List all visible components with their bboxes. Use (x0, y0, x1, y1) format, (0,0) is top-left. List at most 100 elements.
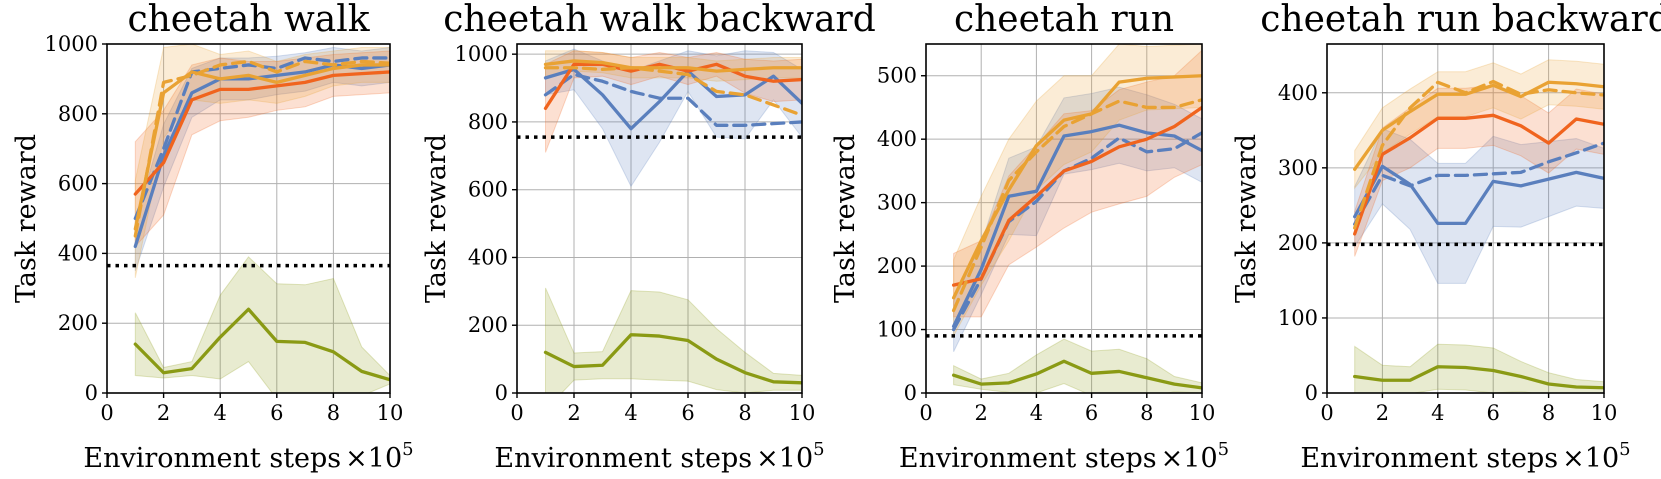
chart-title: cheetah walk backward (443, 0, 876, 40)
series-gold-solid (1353, 80, 1604, 171)
y-tick-label: 800 (58, 102, 98, 126)
band-gold-solid (1354, 59, 1604, 190)
series-olive-solid (1353, 365, 1604, 390)
y-tick-label: 800 (468, 110, 508, 134)
x-tick-label: 4 (214, 401, 227, 425)
x-axis-label: Environment steps ×105 (1300, 439, 1630, 474)
y-tick-label: 300 (1278, 156, 1318, 180)
series-olive-solid (951, 359, 1202, 390)
series-gold-solid (133, 63, 390, 231)
y-tick-label: 600 (468, 178, 508, 202)
x-axis-label-text: Environment steps (83, 443, 341, 474)
x-tick-label: 6 (270, 401, 283, 425)
axes-frame (516, 43, 803, 394)
x-tick-label: 8 (1140, 401, 1153, 425)
y-tick-label: 600 (58, 172, 98, 196)
axes-frame (106, 43, 391, 394)
x-tick-label: 4 (1030, 401, 1043, 425)
y-tick-label: 1000 (455, 42, 508, 66)
y-axis-label: Task reward (830, 134, 861, 303)
y-tick-label: 0 (1305, 381, 1318, 405)
x-tick-label: 0 (510, 401, 523, 425)
x-tick-label: 2 (975, 401, 988, 425)
band-olive-solid (1354, 343, 1604, 393)
chart-title: cheetah run backward (1260, 0, 1661, 40)
x-tick-label: 2 (567, 401, 580, 425)
x-tick-label: 4 (624, 401, 637, 425)
series-blue-dashed (1353, 141, 1604, 226)
y-tick-label: 0 (904, 381, 917, 405)
band-blue-solid (953, 86, 1202, 352)
y-axis-label: Task reward (1231, 134, 1262, 303)
y-tick-label: 0 (495, 381, 508, 405)
y-axis-label: Task reward (11, 134, 42, 303)
x-tick-label: 10 (1189, 401, 1216, 425)
band-gold-solid (953, 44, 1202, 337)
y-tick-label: 400 (877, 127, 917, 151)
axes-frame (925, 43, 1203, 394)
series-blue-solid (1353, 164, 1604, 226)
series-gold-dashed (133, 59, 390, 238)
y-tick-label: 100 (1278, 306, 1318, 330)
x-axis-label-exponent: 5 (402, 439, 413, 460)
y-tick-label: 1000 (45, 32, 98, 56)
x-axis-label-text: Environment steps (899, 443, 1157, 474)
x-tick-label: 0 (919, 401, 932, 425)
chart-title: cheetah run (954, 0, 1174, 40)
x-axis-label-multiplier: ×10 (345, 443, 402, 474)
series-gold-solid (543, 59, 802, 73)
series-blue-dashed (543, 72, 802, 127)
x-axis-label-exponent: 5 (1619, 439, 1630, 460)
band-orange-solid (134, 50, 390, 248)
y-tick-label: 200 (468, 313, 508, 337)
band-olive-solid (545, 287, 802, 393)
band-blue-solid (1354, 128, 1604, 284)
x-tick-label: 2 (157, 401, 170, 425)
plot-area (1327, 59, 1604, 393)
series-blue-solid (543, 67, 802, 131)
x-axis-label-text: Environment steps (1300, 443, 1558, 474)
band-orange-solid (1354, 84, 1604, 257)
series-olive-solid (543, 333, 802, 385)
x-axis-label: Environment steps ×105 (899, 439, 1229, 474)
y-tick-label: 100 (877, 318, 917, 342)
x-axis-label-exponent: 5 (813, 439, 824, 460)
y-tick-label: 400 (58, 241, 98, 265)
x-tick-label: 10 (377, 401, 404, 425)
plot-area (517, 48, 802, 393)
x-tick-label: 10 (789, 401, 816, 425)
y-tick-label: 400 (1278, 81, 1318, 105)
chart-title: cheetah walk (127, 0, 370, 40)
series-orange-solid (133, 70, 390, 196)
x-tick-label: 6 (1487, 401, 1500, 425)
series-orange-solid (1353, 113, 1604, 236)
series-gold-dashed (543, 66, 802, 117)
plot-area (107, 44, 390, 393)
x-axis-label-multiplier: ×10 (756, 443, 813, 474)
y-tick-label: 300 (877, 191, 917, 215)
x-tick-label: 6 (681, 401, 694, 425)
chart-panel-1: 0 2 4 6 8 10 0 200 400 600 800 1000 cheetah walk Envi… (11, 0, 414, 474)
series-gold-dashed (1353, 79, 1604, 230)
plot-area (926, 44, 1202, 393)
y-tick-label: 200 (58, 311, 98, 335)
y-tick-label: 400 (468, 245, 508, 269)
x-axis-label: Environment steps ×105 (83, 439, 413, 474)
x-axis-label-multiplier: ×10 (1562, 443, 1619, 474)
x-tick-label: 6 (1085, 401, 1098, 425)
band-olive-solid (134, 256, 390, 393)
band-orange-solid (545, 50, 802, 153)
x-tick-label: 8 (1542, 401, 1555, 425)
x-axis-label: Environment steps ×105 (494, 439, 824, 474)
x-tick-label: 0 (1320, 401, 1333, 425)
x-tick-label: 8 (738, 401, 751, 425)
x-tick-label: 4 (1431, 401, 1444, 425)
x-tick-label: 10 (1591, 401, 1618, 425)
x-tick-label: 0 (100, 401, 113, 425)
y-tick-label: 200 (877, 254, 917, 278)
series-olive-solid (133, 307, 390, 382)
x-axis-label-exponent: 5 (1218, 439, 1229, 460)
